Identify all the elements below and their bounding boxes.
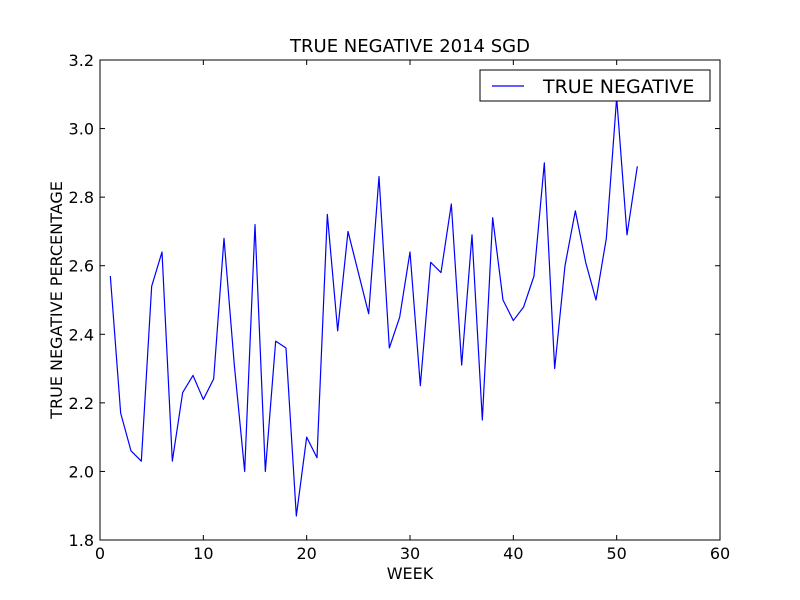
data-point — [347, 230, 350, 233]
x-tick-label: 0 — [95, 544, 105, 563]
data-point — [254, 223, 257, 226]
y-tick-label: 2.4 — [69, 325, 94, 344]
data-point — [636, 165, 639, 168]
data-point — [419, 384, 422, 387]
data-point — [605, 237, 608, 240]
data-point — [336, 329, 339, 332]
data-point — [223, 237, 226, 240]
data-point — [388, 347, 391, 350]
x-tick-label: 10 — [193, 544, 213, 563]
data-point — [264, 470, 267, 473]
y-tick-label: 3.0 — [69, 120, 94, 139]
data-point — [150, 285, 153, 288]
data-point — [450, 203, 453, 206]
legend: TRUE NEGATIVE — [479, 69, 711, 102]
data-point — [398, 316, 401, 319]
y-tick-label: 2.6 — [69, 257, 94, 276]
data-point — [161, 251, 164, 254]
x-tick-label: 40 — [503, 544, 523, 563]
y-tick-label: 2.2 — [69, 394, 94, 413]
series-layer — [109, 97, 639, 518]
data-point — [543, 161, 546, 164]
data-point — [564, 264, 567, 267]
legend-label: TRUE NEGATIVE — [542, 76, 694, 98]
data-point — [295, 515, 298, 518]
series-line-0 — [109, 97, 638, 517]
data-point — [119, 412, 122, 415]
data-point — [357, 271, 360, 274]
data-point — [109, 275, 112, 278]
data-point — [305, 436, 308, 439]
data-point — [409, 251, 412, 254]
chart-title: TRUE NEGATIVE 2014 SGD — [289, 36, 530, 57]
data-point — [595, 299, 598, 302]
x-tick-label: 60 — [710, 544, 730, 563]
data-point — [512, 319, 515, 322]
data-point — [533, 275, 536, 278]
data-point — [274, 340, 277, 343]
y-tick-label: 3.2 — [69, 51, 94, 70]
data-point — [626, 233, 629, 236]
data-point — [192, 374, 195, 377]
data-point — [171, 460, 174, 463]
data-point — [471, 233, 474, 236]
data-point — [233, 364, 236, 367]
data-point — [316, 456, 319, 459]
ticks-layer: 0 10 20 30 40 50 60 1.8 2.0 2.2 2.4 2.6 2.8 3.0 3.2 — [69, 51, 731, 563]
y-axis-title: TRUE NEGATIVE PERCENTAGE — [47, 181, 66, 420]
data-point — [326, 213, 329, 216]
x-axis-title: WEEK — [387, 564, 434, 583]
data-point — [502, 299, 505, 302]
data-point — [481, 419, 484, 422]
data-point — [140, 460, 143, 463]
y-tick-label: 1.8 — [69, 531, 94, 550]
data-point — [367, 312, 370, 315]
y-tick-label: 2.0 — [69, 462, 94, 481]
data-point — [202, 398, 205, 401]
data-point — [130, 449, 133, 452]
x-tick-label: 30 — [400, 544, 420, 563]
data-point — [429, 261, 432, 264]
data-point — [553, 367, 556, 370]
y-tick-label: 2.8 — [69, 188, 94, 207]
x-tick-label: 20 — [296, 544, 316, 563]
x-tick-label: 50 — [606, 544, 626, 563]
data-point — [378, 175, 381, 178]
data-point — [574, 209, 577, 212]
data-point — [181, 391, 184, 394]
data-point — [243, 470, 246, 473]
data-point — [440, 271, 443, 274]
data-point — [460, 364, 463, 367]
data-point — [522, 305, 525, 308]
data-point — [285, 347, 288, 350]
data-point — [584, 261, 587, 264]
plot-area — [100, 60, 720, 540]
data-point — [491, 216, 494, 219]
data-point — [212, 377, 215, 380]
